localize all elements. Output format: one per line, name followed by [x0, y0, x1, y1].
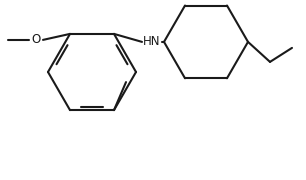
Text: O: O — [32, 33, 41, 46]
Text: HN: HN — [143, 35, 161, 48]
